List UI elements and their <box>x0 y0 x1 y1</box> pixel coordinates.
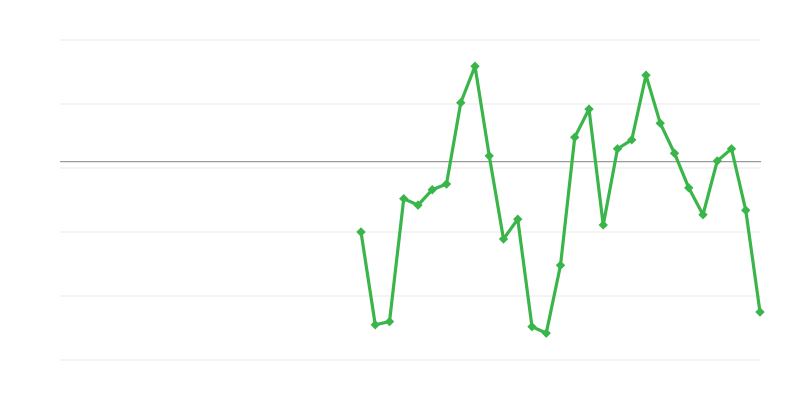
data-point-marker <box>570 132 580 142</box>
data-point-marker <box>612 144 623 154</box>
data-point-marker <box>527 322 537 332</box>
data-point-marker <box>555 260 566 270</box>
data-point-marker <box>470 61 480 71</box>
data-point-marker <box>541 328 551 338</box>
series-line <box>359 64 762 335</box>
data-point-marker <box>399 194 409 204</box>
data-point-marker <box>684 183 694 193</box>
data-point-marker <box>598 220 608 230</box>
data-point-marker <box>498 234 509 244</box>
data-point-marker <box>726 144 737 154</box>
data-point-marker <box>370 320 380 330</box>
data-point-marker <box>669 148 680 158</box>
data-point-marker <box>484 151 494 161</box>
data-point-marker <box>712 156 722 166</box>
series-markers-group <box>356 61 765 338</box>
data-point-marker <box>584 104 594 114</box>
data-point-marker <box>427 185 437 195</box>
data-point-marker <box>627 135 637 145</box>
gridlines-group <box>60 39 761 361</box>
data-point-marker <box>641 70 651 80</box>
data-point-marker <box>356 227 366 237</box>
data-point-marker <box>655 118 665 128</box>
data-point-marker <box>441 179 452 189</box>
data-point-marker <box>413 200 423 210</box>
data-point-marker <box>755 307 765 317</box>
data-point-marker <box>456 98 466 108</box>
data-point-marker <box>513 214 523 224</box>
data-point-marker <box>698 210 708 220</box>
data-point-marker <box>384 316 395 327</box>
data-point-marker <box>741 205 751 215</box>
